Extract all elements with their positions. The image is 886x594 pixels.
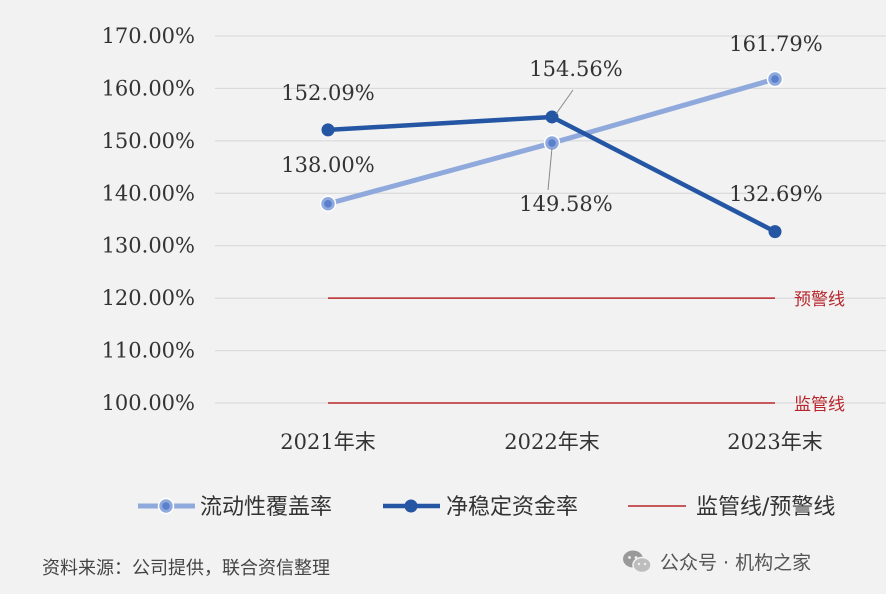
- y-tick-label: 140.00%: [102, 181, 195, 205]
- leader-line: [547, 147, 553, 191]
- y-tick-label: 170.00%: [102, 24, 195, 48]
- leader-line: [555, 89, 574, 115]
- data-label: 138.00%: [281, 153, 374, 177]
- reference-line-label: 预警线: [794, 290, 845, 310]
- data-point: [545, 110, 559, 124]
- series-lines: [319, 70, 784, 239]
- watermark: 公众号 · 机构之家: [622, 548, 811, 575]
- source-note: 资料来源：公司提供，联合资信整理: [42, 558, 330, 579]
- y-tick-label: 110.00%: [102, 339, 195, 363]
- legend-label: 流动性覆盖率: [200, 495, 332, 520]
- legend-marker: [404, 499, 418, 513]
- x-tick-label: 2022年末: [504, 430, 599, 454]
- data-label: 149.58%: [519, 192, 612, 216]
- watermark-text: 公众号 · 机构之家: [660, 552, 812, 574]
- data-label: 154.56%: [529, 57, 622, 81]
- data-point-core: [771, 75, 779, 83]
- data-labels: 138.00% 149.58% 161.79% 152.09% 154.56% 132.6…: [281, 32, 822, 216]
- data-point-core: [548, 139, 556, 147]
- data-label: 132.69%: [729, 182, 822, 206]
- data-point: [321, 123, 335, 137]
- y-tick-label: 100.00%: [102, 391, 195, 415]
- legend-marker-core: [162, 502, 170, 510]
- reference-line-label: 监管线: [794, 395, 845, 415]
- data-label: 161.79%: [729, 32, 822, 56]
- x-tick-label: 2021年末: [280, 430, 375, 454]
- y-axis-ticks: 100.00% 110.00% 120.00% 130.00% 140.00% 150.0…: [102, 24, 195, 415]
- legend-label: 监管线/预警线: [696, 495, 835, 520]
- y-tick-label: 160.00%: [102, 76, 195, 100]
- y-tick-label: 150.00%: [102, 129, 195, 153]
- data-point-core: [324, 199, 332, 208]
- wechat-icon: [623, 550, 652, 573]
- x-axis-ticks: 2021年末 2022年末 2023年末: [280, 430, 822, 454]
- y-tick-label: 120.00%: [102, 286, 195, 310]
- y-tick-label: 130.00%: [102, 234, 195, 258]
- legend: 流动性覆盖率 净稳定资金率 监管线/预警线: [138, 495, 835, 520]
- legend-label: 净稳定资金率: [446, 495, 578, 520]
- data-point: [768, 225, 782, 239]
- x-tick-label: 2023年末: [727, 430, 822, 454]
- data-label: 152.09%: [281, 81, 374, 105]
